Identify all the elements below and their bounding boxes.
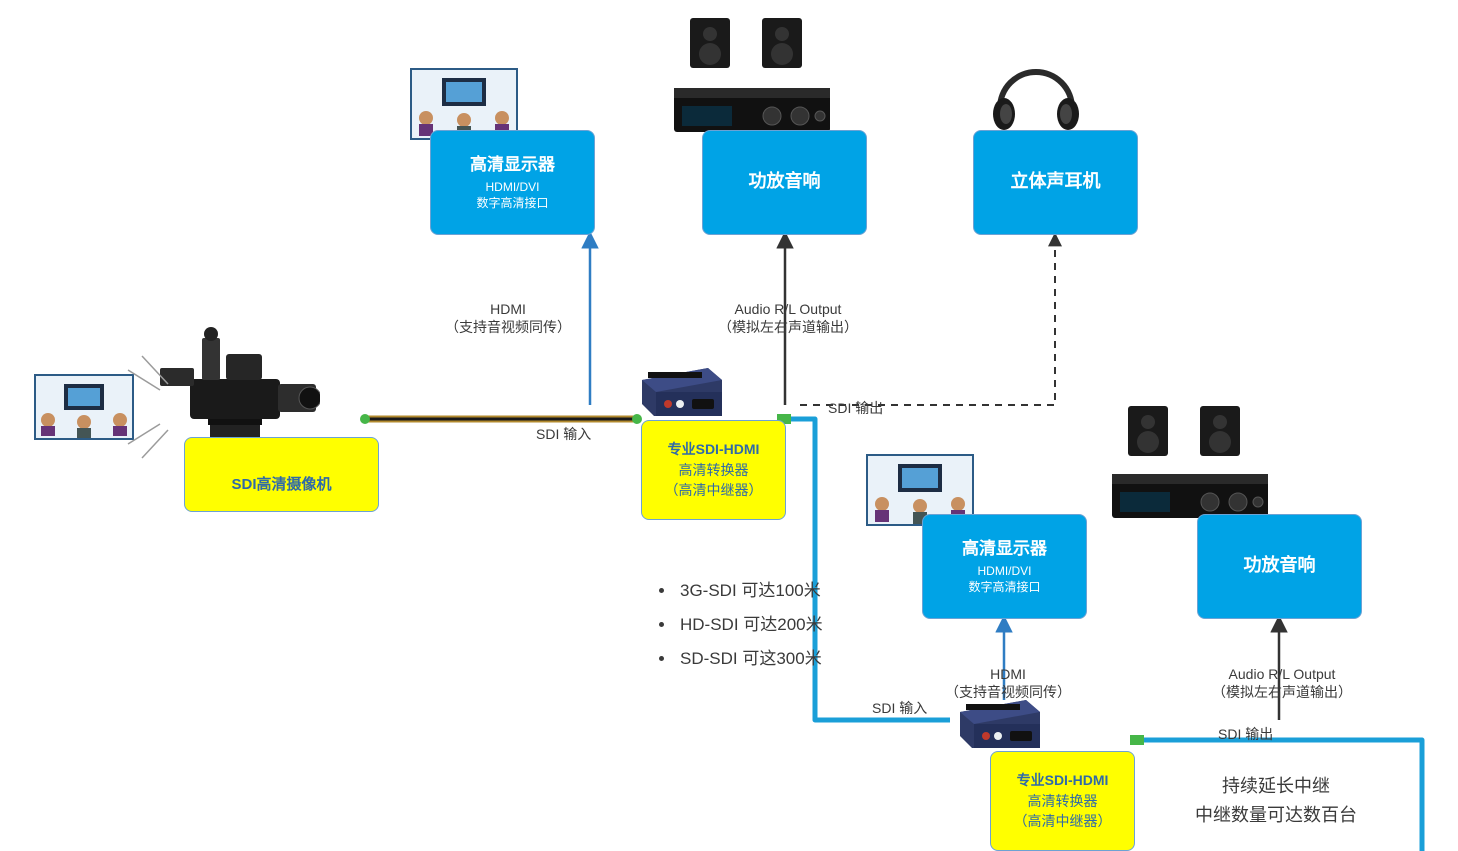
camera-title: SDI高清摄像机 — [193, 474, 370, 495]
amp2-title: 功放音响 — [1206, 553, 1353, 578]
converter2-sub2: （高清中继器） — [999, 812, 1126, 832]
audio1-line2: （模拟左右声道输出） — [718, 319, 858, 335]
note-line2: 中继数量可达数百台 — [1195, 805, 1357, 825]
headphone-title: 立体声耳机 — [982, 169, 1129, 194]
display1-sub1: HDMI/DVI — [439, 179, 586, 196]
sdi-in2-label: SDI 输入 — [872, 699, 927, 717]
hdmi2-line1: HDMI — [990, 666, 1026, 682]
audio1-label: Audio R/L Output （模拟左右声道输出） — [718, 300, 858, 336]
camera-node: SDI高清摄像机 — [184, 437, 379, 512]
display2-title: 高清显示器 — [931, 537, 1078, 561]
distance-bullets: 3G-SDI 可达100米HD-SDI 可达200米SD-SDI 可这300米 — [636, 574, 823, 676]
speakers-icon — [1124, 402, 1244, 458]
audio2-label: Audio R/L Output （模拟左右声道输出） — [1212, 665, 1352, 701]
converter2-title: 专业SDI-HDMI — [999, 771, 1126, 791]
amp1-node: 功放音响 — [702, 130, 867, 235]
converter2-node: 专业SDI-HDMI 高清转换器 （高清中继器） — [990, 751, 1135, 851]
display1-node: 高清显示器 HDMI/DVI 数字高清接口 — [430, 130, 595, 235]
converter1-sub2: （高清中继器） — [650, 481, 777, 501]
sdi-in1-label: SDI 输入 — [536, 425, 591, 443]
hdmi1-line2: （支持音视频同传） — [445, 319, 571, 335]
headphone-node: 立体声耳机 — [973, 130, 1138, 235]
display1-title: 高清显示器 — [439, 153, 586, 177]
audio2-line1: Audio R/L Output — [1229, 666, 1336, 682]
display2-sub1: HDMI/DVI — [931, 563, 1078, 580]
relay-note: 持续延长中继 中继数量可达数百台 — [1195, 772, 1357, 830]
amp1-title: 功放音响 — [711, 169, 858, 194]
display1-sub2: 数字高清接口 — [439, 195, 586, 212]
sdi-out1-label: SDI 输出 — [828, 399, 883, 417]
audio1-line1: Audio R/L Output — [735, 301, 842, 317]
audio2-line2: （模拟左右声道输出） — [1212, 684, 1352, 700]
distance-bullet-item: 3G-SDI 可达100米 — [676, 574, 823, 608]
note-line1: 持续延长中继 — [1222, 776, 1330, 796]
speakers-icon — [686, 14, 806, 70]
hdmi2-label: HDMI （支持音视频同传） — [945, 665, 1071, 701]
hdmi1-line1: HDMI — [490, 301, 526, 317]
camera-icon — [160, 324, 320, 444]
distance-bullet-item: SD-SDI 可这300米 — [676, 642, 823, 676]
hdmi1-label: HDMI （支持音视频同传） — [445, 300, 571, 336]
amp2-node: 功放音响 — [1197, 514, 1362, 619]
meeting-photo-icon — [34, 374, 134, 440]
sdi-out2-label: SDI 输出 — [1218, 725, 1273, 743]
converter-device-icon — [638, 362, 726, 420]
distance-bullet-item: HD-SDI 可达200米 — [676, 608, 823, 642]
converter2-sub1: 高清转换器 — [999, 792, 1126, 812]
hdmi2-line2: （支持音视频同传） — [945, 684, 1071, 700]
converter1-node: 专业SDI-HDMI 高清转换器 （高清中继器） — [641, 420, 786, 520]
display2-sub2: 数字高清接口 — [931, 579, 1078, 596]
converter-device-icon — [956, 694, 1044, 752]
display2-node: 高清显示器 HDMI/DVI 数字高清接口 — [922, 514, 1087, 619]
headphones-icon — [988, 58, 1084, 136]
converter1-title: 专业SDI-HDMI — [650, 440, 777, 460]
converter1-sub1: 高清转换器 — [650, 461, 777, 481]
amplifier-icon — [672, 80, 832, 136]
